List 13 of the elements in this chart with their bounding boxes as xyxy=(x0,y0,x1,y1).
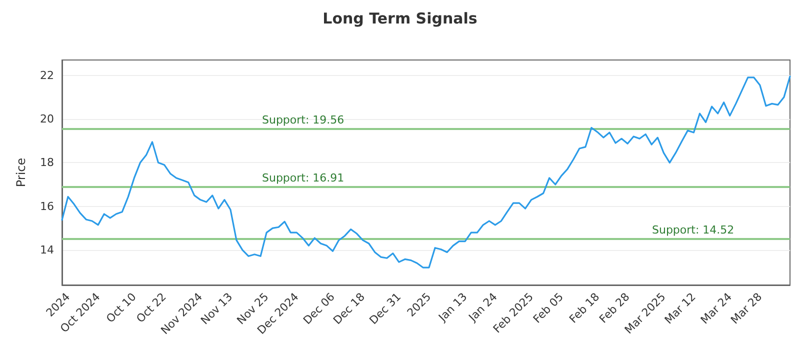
ref-line-label: Support: 14.52 xyxy=(652,224,734,237)
y-tick-label: 16 xyxy=(40,200,54,213)
y-tick-label: 20 xyxy=(40,112,54,126)
ref-line-label: Support: 16.91 xyxy=(262,171,344,184)
y-tick-label: 22 xyxy=(40,68,54,82)
ref-line-label: Support: 19.56 xyxy=(262,114,344,127)
x-tick-label: Jan 13 xyxy=(435,290,470,325)
line-series xyxy=(61,76,791,268)
y-tick-label: 18 xyxy=(40,156,54,170)
x-tick-label: Dec 31 xyxy=(366,290,404,327)
chart-title: Long Term Signals xyxy=(322,10,478,28)
y-axis-title: Price xyxy=(14,158,28,188)
y-tick-label: 14 xyxy=(40,244,54,257)
